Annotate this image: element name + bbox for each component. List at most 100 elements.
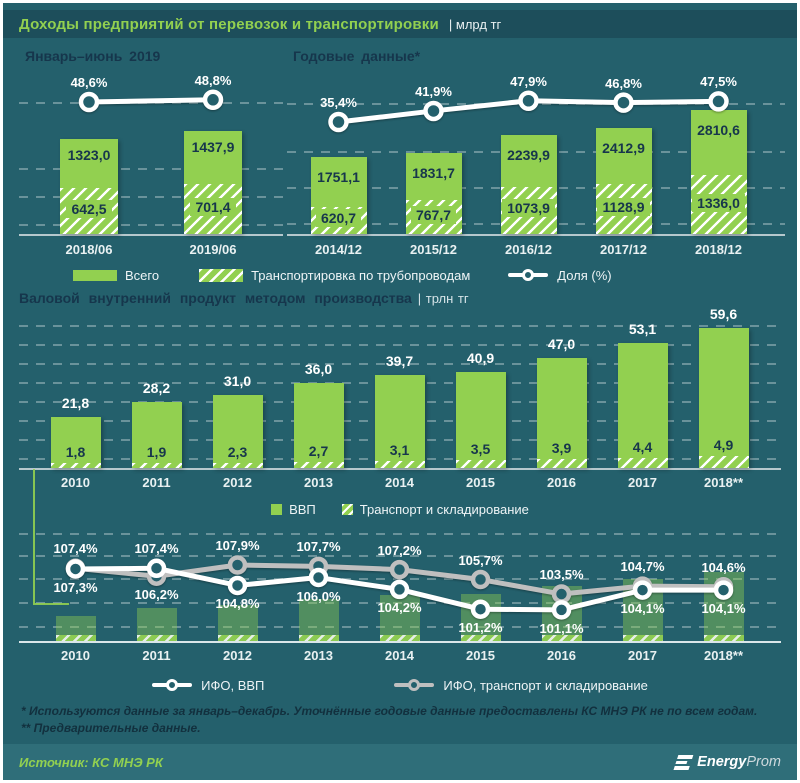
echo-bar-hatch	[622, 635, 663, 641]
white-line-marker-icon	[152, 678, 193, 691]
gdp-bar	[455, 371, 506, 468]
echo-bar-hatch	[460, 635, 501, 641]
gdp-value-label: 47,0	[547, 335, 576, 352]
ifo-value-label-top: 107,4%	[53, 541, 98, 557]
total-value-label: 2239,9	[507, 147, 550, 164]
energyprom-logo-icon	[673, 754, 694, 770]
ifo-value-label-bottom: 104,1%	[701, 601, 746, 617]
share-value-label: 35,4%	[320, 95, 357, 110]
share-marker	[708, 91, 729, 112]
gdp-bar	[212, 395, 263, 468]
ifo-value-label-top: 104,6%	[701, 559, 746, 575]
x-axis-label: 2011	[142, 475, 171, 490]
transport-bar	[50, 463, 101, 468]
echo-bar-hatch	[55, 635, 96, 641]
x-axis-label: 2016	[547, 648, 576, 663]
x-axis-label: 2014/12	[315, 242, 362, 257]
ifo-marker	[713, 580, 734, 600]
annual-chart-title: Годовые данные*	[293, 48, 421, 64]
x-axis-label: 2011	[142, 648, 171, 663]
x-axis-label: 2017/12	[600, 242, 647, 257]
ifo-marker	[389, 559, 410, 580]
footnotes: * Используются данные за январь–декабрь.…	[21, 703, 797, 738]
legend-item-ifo-transport: ИФО, транспорт и складирование	[394, 677, 648, 693]
pipeline-value-chip: 1336,0	[692, 193, 745, 212]
pipeline-value-label: 1336,0	[677, 193, 761, 212]
transport-bar	[131, 463, 182, 468]
x-axis-label: 2015	[466, 475, 495, 490]
page-title-unit: | млрд тг	[448, 16, 502, 32]
ifo-value-label-bottom: 101,2%	[458, 620, 503, 636]
pipeline-value-label: 620,7	[297, 209, 381, 228]
top-charts-row: Январь–июнь 2019 1323,0 642,5 2018/06 1437,…	[3, 38, 797, 264]
transport-bar	[293, 461, 344, 468]
annual-chart: 1751,1 620,7 2014/12 1831,7 767,7 2015/12 2239…	[285, 72, 787, 264]
ifo-marker	[470, 569, 491, 590]
solid-green-square-icon	[271, 503, 283, 515]
share-marker	[328, 111, 349, 133]
gridline	[19, 196, 283, 198]
title-bar: Доходы предприятий от перевозок и трансп…	[3, 10, 797, 38]
gdp-bar	[698, 327, 749, 468]
ifo-marker	[308, 567, 329, 588]
x-axis-label: 2018/06	[65, 242, 113, 257]
legend-item-gdp: ВВП	[271, 502, 316, 517]
x-axis-label: 2013	[304, 648, 333, 663]
legend-label: ИФО, транспорт и складирование	[443, 677, 648, 693]
top-charts-legend: Всего Транспортировка по трубопроводам Д…	[3, 264, 797, 286]
gdp-value-label: 21,8	[61, 394, 90, 411]
x-axis-label: 2017	[628, 648, 657, 663]
echo-bar-hatch	[136, 635, 177, 641]
gdp-value-label: 28,2	[142, 379, 171, 396]
ifo-marker	[227, 575, 248, 596]
echo-bar-hatch	[298, 635, 339, 641]
source-label: Источник: КС МНЭ РК	[19, 754, 163, 770]
x-axis-label: 2014	[385, 648, 414, 663]
gdp-value-label: 31,0	[223, 373, 252, 390]
gdp-bar	[617, 343, 668, 468]
energyprom-logo: EnergyProm	[673, 754, 781, 770]
pipeline-value-label: 642,5	[47, 199, 131, 218]
ring-icon	[522, 268, 535, 281]
pipeline-value-label: 701,4	[171, 197, 255, 216]
gdp-bar	[374, 374, 425, 468]
x-axis-label: 2012	[223, 648, 252, 663]
ifo-marker	[146, 558, 167, 579]
gray-line-marker-icon	[394, 678, 435, 691]
x-axis-label: 2012	[223, 475, 252, 490]
connector-bracket	[33, 469, 69, 605]
gdp-title-text: Валовой внутренний продукт методом произ…	[19, 290, 412, 306]
share-value-label: 48,8%	[194, 72, 232, 88]
line-marker-swatch-icon	[508, 268, 549, 281]
ifo-value-label-top: 103,5%	[539, 567, 584, 583]
total-value-label: 2810,6	[697, 122, 740, 139]
transport-value-label: 4,9	[713, 437, 734, 454]
ifo-legend: ИФО, ВВП ИФО, транспорт и складирование	[3, 673, 797, 697]
axis-baseline	[19, 468, 781, 470]
share-marker	[518, 90, 539, 111]
pipeline-value-chip: 767,7	[410, 206, 457, 225]
ifo-value-label-bottom: 104,2%	[377, 600, 422, 616]
axis-baseline	[19, 234, 283, 236]
logo-text-bold: Energy	[697, 754, 747, 770]
hatched-swatch-icon	[199, 268, 244, 282]
legend-item-total: Всего	[73, 268, 159, 283]
gdp-value-label: 53,1	[628, 321, 657, 338]
transport-bar	[698, 456, 749, 468]
ifo-value-label-bottom: 101,1%	[539, 620, 584, 636]
legend-label: ВВП	[289, 501, 316, 517]
gdp-value-label: 39,7	[385, 352, 414, 369]
transport-value-label: 2,3	[227, 443, 248, 460]
share-line	[86, 97, 216, 105]
x-axis-label: 2013	[304, 475, 333, 490]
ifo-marker	[551, 584, 572, 604]
legend-item-transport: Транспорт и складирование	[341, 502, 529, 517]
footer-bar: Источник: КС МНЭ РК EnergyProm	[3, 744, 797, 780]
gdp-value-label: 36,0	[304, 361, 333, 378]
share-value-label: 41,9%	[415, 83, 452, 99]
gridline	[19, 533, 781, 535]
gdp-bar	[50, 416, 101, 468]
x-axis-label: 2018**	[703, 648, 744, 663]
transport-value-label: 2,7	[308, 442, 329, 459]
transport-bar	[536, 458, 587, 468]
